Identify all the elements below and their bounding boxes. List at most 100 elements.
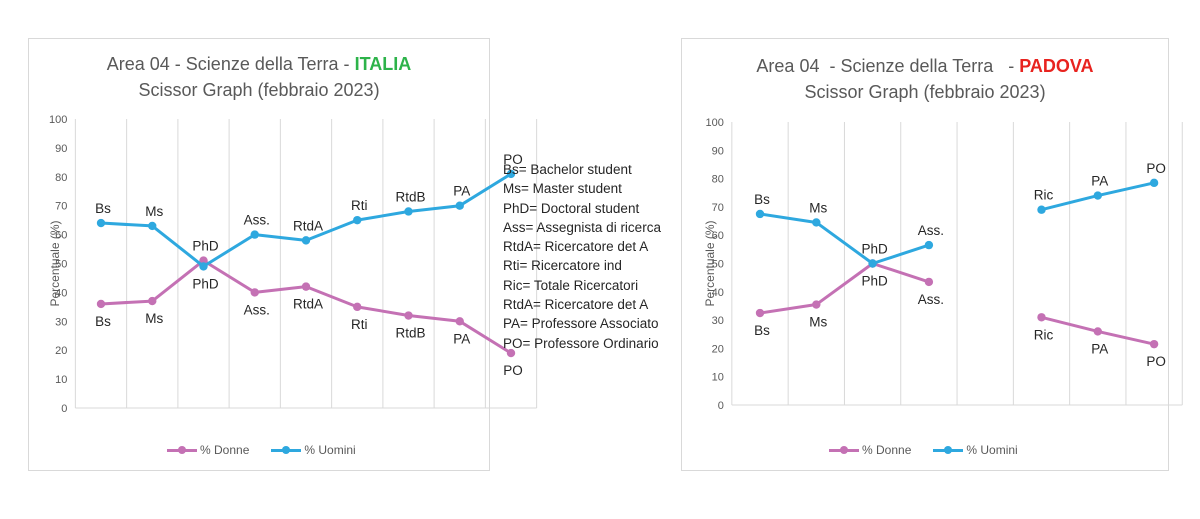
y-axis-label: Percentuale (%) bbox=[48, 220, 62, 306]
data-point bbox=[868, 259, 877, 268]
point-label: Ass. bbox=[918, 223, 944, 238]
glossary-item: RtdA= Ricercatore det A bbox=[503, 239, 649, 255]
series-line bbox=[759, 212, 930, 265]
data-point bbox=[755, 209, 765, 219]
point-label: Ms bbox=[809, 315, 827, 330]
legend-label-donne: % Donne bbox=[200, 443, 250, 457]
chart-panel-italia: Area 04 - Scienze della Terra - ITALIA S… bbox=[28, 38, 538, 471]
point-label: Ric bbox=[1034, 188, 1054, 203]
y-tick-label: 80 bbox=[55, 172, 67, 184]
y-tick-label: 30 bbox=[55, 316, 67, 328]
point-label: Ass. bbox=[244, 213, 270, 228]
abbreviation-glossary: Bs= Bachelor student Ms= Master student … bbox=[503, 160, 661, 353]
glossary-item: RtdA= Ricercatore det A bbox=[503, 297, 649, 313]
point-label: Ms bbox=[809, 200, 827, 215]
data-point bbox=[755, 308, 765, 318]
point-label: PhD bbox=[861, 242, 888, 257]
point-label: Rti bbox=[351, 317, 368, 332]
y-tick-label: 70 bbox=[712, 202, 724, 214]
series-uomini bbox=[96, 169, 516, 271]
y-tick-label: 40 bbox=[55, 287, 67, 299]
legend-item-donne: % Donne bbox=[167, 443, 249, 457]
point-label: PhD bbox=[192, 239, 219, 254]
y-tick-label: 100 bbox=[49, 114, 67, 126]
point-label: PA bbox=[453, 184, 470, 199]
gridlines bbox=[74, 119, 538, 408]
point-label: Ass. bbox=[244, 302, 270, 317]
point-label: PA bbox=[453, 331, 470, 346]
gridlines bbox=[731, 122, 1183, 405]
data-point bbox=[506, 348, 516, 358]
y-tick-label: 90 bbox=[55, 143, 67, 155]
data-point bbox=[924, 240, 934, 250]
series-uomini bbox=[755, 178, 1159, 268]
chart-title: Area 04 - Scienze della Terra - PADOVA bbox=[682, 55, 1168, 77]
data-point bbox=[404, 311, 413, 320]
point-labels: Bs Bs Ms Ms PhD PhD Ass. Ass. Ric Ric PA PA PO PO bbox=[754, 161, 1166, 369]
point-label: RtdB bbox=[395, 189, 425, 204]
y-tick-label: 20 bbox=[712, 343, 724, 355]
data-point bbox=[301, 236, 311, 245]
y-tick-label: 70 bbox=[55, 201, 67, 213]
data-point bbox=[455, 201, 464, 210]
legend-item-uomini: % Uomini bbox=[271, 443, 356, 457]
glossary-item: Bs= Bachelor student bbox=[503, 162, 632, 177]
data-point bbox=[1037, 205, 1046, 214]
data-point bbox=[301, 282, 311, 291]
glossary-item: Rti= Ricercatore ind bbox=[503, 258, 622, 274]
y-tick-label: 30 bbox=[712, 315, 724, 327]
point-label: PhD bbox=[861, 274, 888, 289]
y-tick-label: 10 bbox=[55, 374, 67, 386]
point-label: Ric bbox=[1034, 327, 1054, 342]
point-label: Bs bbox=[754, 192, 770, 207]
data-point bbox=[199, 262, 208, 271]
series-line bbox=[759, 262, 930, 315]
y-tick-label: 0 bbox=[61, 403, 67, 415]
data-point bbox=[148, 221, 157, 231]
chart-title-region: PADOVA bbox=[1019, 56, 1094, 76]
point-labels: Bs Bs Ms Ms PhD PhD Ass. Ass. RtdA RtdA Rti Rti RtdB… bbox=[95, 152, 523, 378]
point-label: PO bbox=[503, 363, 523, 378]
data-point bbox=[1037, 313, 1046, 322]
legend-label-uomini: % Uomini bbox=[966, 443, 1018, 457]
chart-title-region: ITALIA bbox=[354, 54, 412, 74]
point-label: PO bbox=[1146, 354, 1166, 369]
y-tick-label: 80 bbox=[712, 174, 724, 186]
y-axis-label: Percentuale (%) bbox=[703, 220, 717, 306]
point-label: Ass. bbox=[918, 292, 944, 307]
data-point bbox=[148, 296, 157, 306]
data-point bbox=[96, 218, 106, 228]
chart-title-text: Area 04 - Scienze della Terra - bbox=[106, 54, 355, 74]
legend-item-uomini: % Uomini bbox=[933, 443, 1018, 457]
y-tick-label: 20 bbox=[55, 345, 67, 357]
point-label: Bs bbox=[95, 201, 111, 216]
data-point bbox=[506, 169, 516, 179]
data-point bbox=[250, 288, 259, 297]
point-label: PO bbox=[1146, 161, 1166, 176]
glossary-item: PhD= Doctoral student bbox=[503, 200, 640, 216]
data-point bbox=[199, 256, 208, 265]
glossary-item: PO= Professore Ordinario bbox=[503, 335, 659, 351]
data-point bbox=[1149, 339, 1159, 349]
data-point bbox=[812, 300, 821, 309]
chart-subtitle: Scissor Graph (febbraio 2023) bbox=[804, 82, 1046, 102]
chart-title: Area 04 - Scienze della Terra - ITALIA bbox=[29, 53, 489, 75]
series-donne bbox=[96, 256, 516, 358]
data-point bbox=[1093, 191, 1102, 200]
chart-panel-padova: Area 04 - Scienze della Terra - PADOVA S… bbox=[681, 38, 1183, 471]
legend-label-donne: % Donne bbox=[862, 443, 912, 457]
chart-title-text: Area 04 - Scienze della Terra - bbox=[756, 56, 1020, 76]
y-tick-label: 90 bbox=[712, 145, 724, 157]
legend-item-donne: % Donne bbox=[829, 443, 911, 457]
y-tick-label: 10 bbox=[712, 372, 724, 384]
data-point bbox=[924, 277, 934, 287]
point-label: PhD bbox=[192, 276, 219, 291]
chart-legend: % Donne % Uomini bbox=[167, 443, 356, 457]
y-tick-label: 40 bbox=[712, 287, 724, 299]
data-point bbox=[455, 317, 464, 326]
data-point bbox=[96, 299, 106, 309]
y-tick-label: 50 bbox=[712, 259, 724, 271]
data-point bbox=[1093, 327, 1102, 336]
